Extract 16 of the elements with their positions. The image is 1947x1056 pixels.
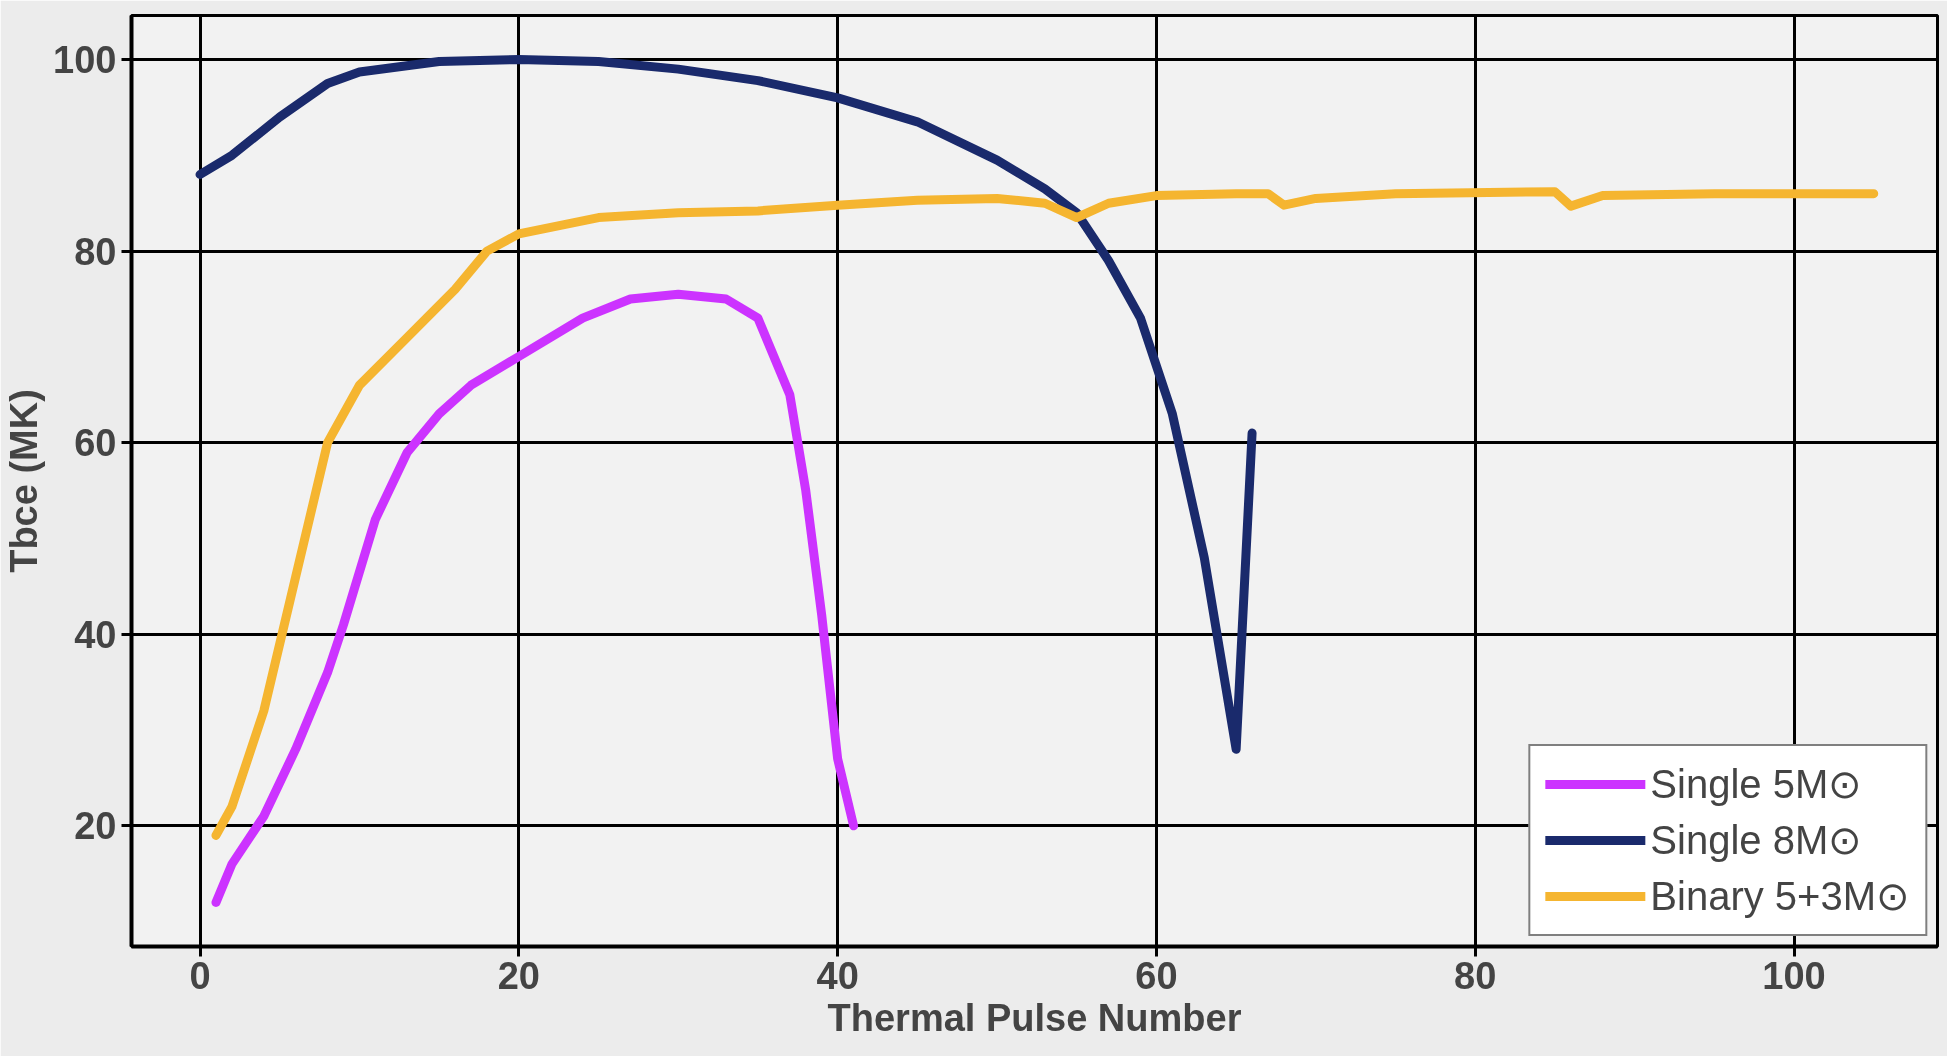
x-tick-label: 100 <box>1762 954 1826 997</box>
x-axis-title: Thermal Pulse Number <box>827 996 1242 1039</box>
y-tick-label: 100 <box>53 39 117 82</box>
y-tick-label: 40 <box>74 613 117 656</box>
legend-label: Single 8M⊙ <box>1650 817 1863 863</box>
x-tick-label: 80 <box>1454 954 1497 997</box>
legend-label: Binary 5+3M⊙ <box>1650 873 1910 919</box>
y-tick-label: 60 <box>74 422 117 465</box>
x-tick-label: 0 <box>189 954 211 997</box>
legend-label: Single 5M⊙ <box>1650 761 1863 807</box>
y-axis-title: Tbce (MK) <box>3 389 46 573</box>
y-tick-label: 20 <box>74 805 117 848</box>
x-tick-label: 20 <box>497 954 540 997</box>
x-tick-label: 60 <box>1135 954 1178 997</box>
x-tick-label: 40 <box>816 954 859 997</box>
y-tick-label: 80 <box>74 230 117 273</box>
